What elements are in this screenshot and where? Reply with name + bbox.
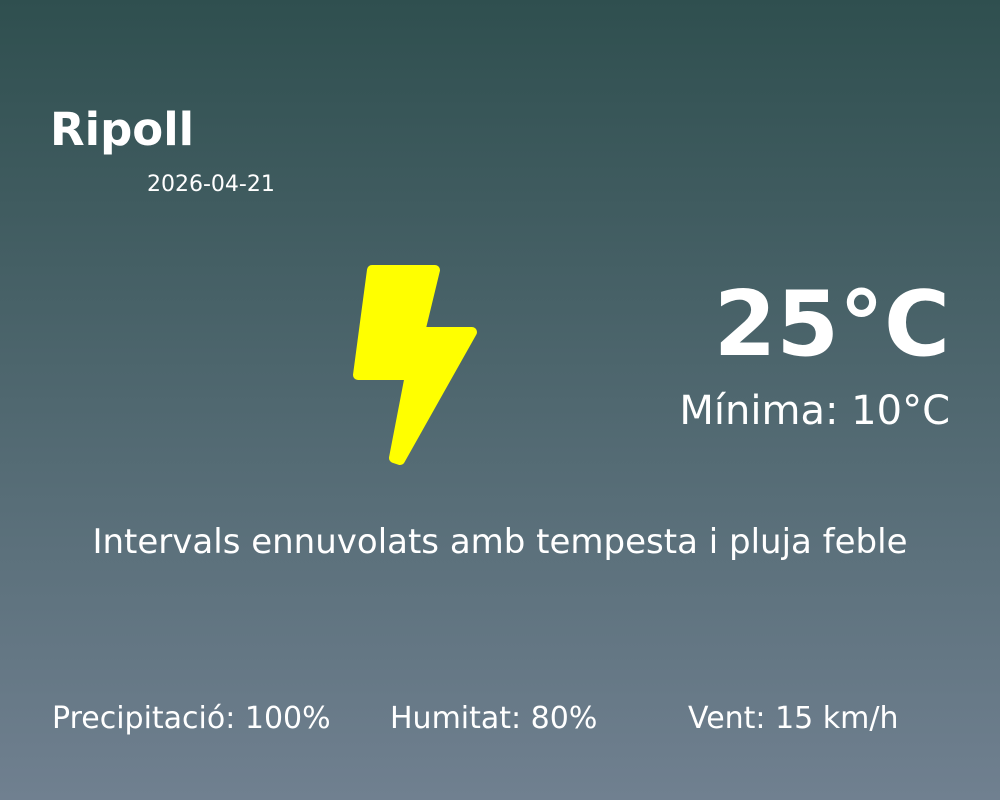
wind-stat: Vent: 15 km/h [688, 701, 899, 736]
humidity-stat: Humitat: 80% [390, 701, 598, 736]
lightning-bolt-icon [340, 255, 490, 478]
minimum-temperature: Mínima: 10°C [679, 388, 950, 434]
city-name: Ripoll [50, 103, 195, 156]
weather-description: Intervals ennuvolats amb tempesta i pluj… [92, 522, 908, 562]
precipitation-stat: Precipitació: 100% [52, 701, 331, 736]
forecast-date: 2026-04-21 [147, 172, 275, 197]
current-temperature: 25°C [713, 272, 950, 377]
